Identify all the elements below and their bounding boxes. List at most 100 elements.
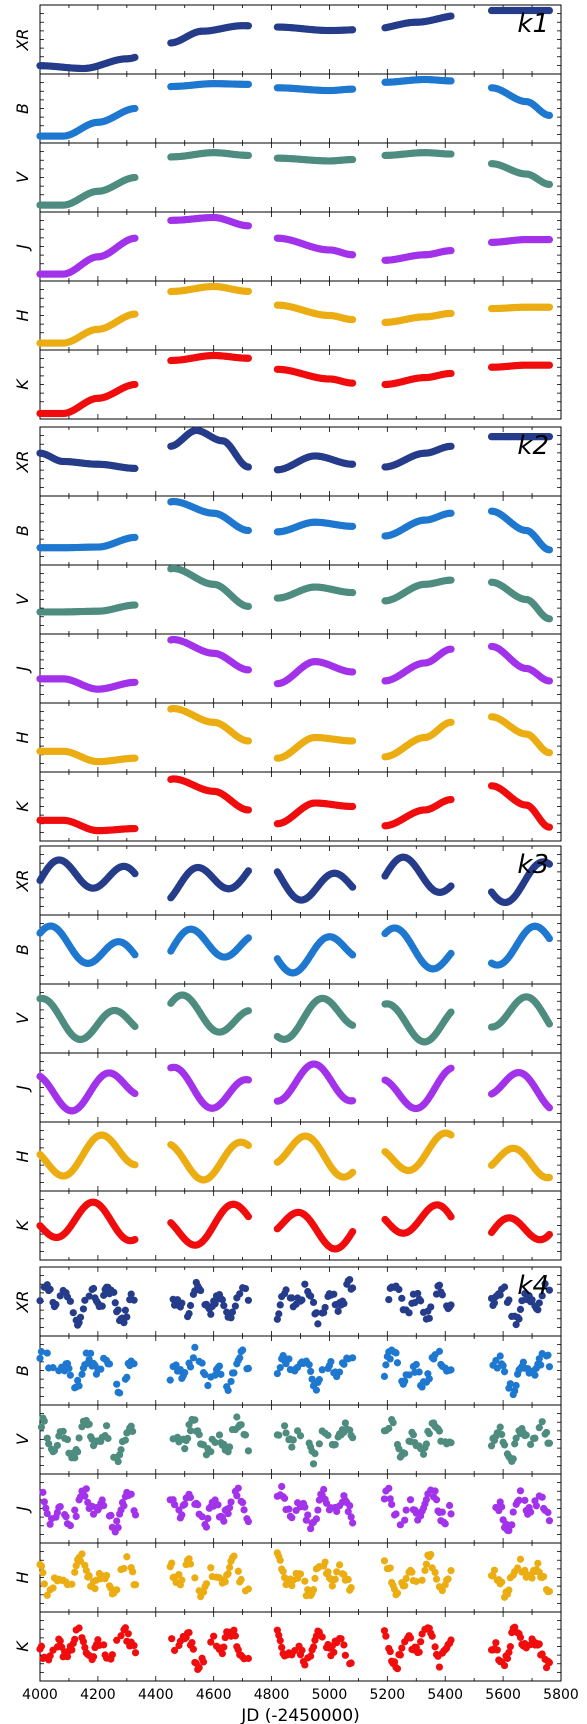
data-point bbox=[244, 287, 252, 295]
panel-k2-XR: XR bbox=[13, 426, 562, 497]
panel-frame bbox=[39, 495, 562, 566]
panel-k1-XR: XR bbox=[13, 4, 562, 75]
panel-frame bbox=[39, 280, 562, 351]
panel-k3-B: B bbox=[13, 914, 562, 985]
data-point bbox=[447, 509, 455, 517]
series-k2-K bbox=[36, 775, 554, 835]
series-k1-H bbox=[36, 282, 554, 347]
data-point bbox=[244, 222, 252, 230]
data-point bbox=[447, 77, 455, 85]
group-label: k1 bbox=[517, 9, 549, 39]
data-point bbox=[545, 111, 554, 119]
data-point bbox=[545, 180, 554, 188]
data-point bbox=[244, 666, 252, 674]
series-k2-J bbox=[36, 635, 554, 693]
panel-k3-XR: XR bbox=[13, 845, 562, 916]
band-label: B bbox=[13, 525, 32, 536]
panel-k1-K: K bbox=[13, 349, 562, 420]
data-point bbox=[131, 310, 139, 318]
series-k2-B bbox=[36, 497, 554, 554]
band-label: J bbox=[13, 666, 32, 674]
data-point bbox=[349, 522, 357, 530]
data-point bbox=[244, 867, 252, 875]
data-point bbox=[131, 104, 139, 113]
data-point bbox=[131, 464, 139, 472]
data-point bbox=[244, 737, 252, 745]
series-k2-V bbox=[36, 564, 554, 623]
panel-k2-B: B bbox=[13, 495, 562, 566]
data-point bbox=[545, 361, 554, 369]
panel-k2-H: H bbox=[13, 702, 562, 773]
group-k1: XR B V J H Kk1 bbox=[13, 4, 562, 420]
data-point bbox=[545, 749, 554, 757]
band-label: H bbox=[13, 309, 32, 321]
data-point bbox=[244, 22, 252, 30]
data-point bbox=[349, 883, 357, 891]
series-k1-XR bbox=[36, 6, 554, 73]
data-point bbox=[131, 678, 139, 686]
series-k3-XR bbox=[36, 853, 554, 907]
data-point bbox=[131, 234, 139, 242]
data-point bbox=[131, 870, 139, 878]
panel-k1-J: J bbox=[13, 211, 562, 282]
data-point bbox=[131, 754, 139, 762]
data-point bbox=[349, 155, 357, 164]
band-label: V bbox=[13, 593, 32, 605]
data-point bbox=[349, 802, 357, 811]
data-point bbox=[349, 460, 357, 468]
band-label: K bbox=[13, 378, 32, 390]
data-point bbox=[349, 589, 357, 597]
data-point bbox=[447, 309, 455, 318]
data-point bbox=[244, 463, 252, 471]
data-point bbox=[447, 718, 455, 726]
data-point bbox=[244, 602, 252, 611]
data-point bbox=[349, 737, 357, 745]
series-k1-K bbox=[36, 351, 554, 418]
series-k1-B bbox=[36, 75, 554, 140]
data-point bbox=[244, 151, 252, 160]
data-point bbox=[545, 546, 554, 554]
series-k2-H bbox=[36, 704, 554, 766]
data-point bbox=[131, 173, 139, 182]
data-point bbox=[545, 615, 554, 623]
data-point bbox=[545, 6, 554, 15]
data-point bbox=[447, 882, 455, 890]
data-point bbox=[349, 668, 357, 676]
band-label: B bbox=[13, 103, 32, 114]
data-point bbox=[349, 251, 357, 259]
data-point bbox=[244, 80, 252, 88]
data-point bbox=[545, 236, 554, 244]
data-point bbox=[447, 369, 455, 378]
panel-k1-V: V bbox=[13, 142, 562, 213]
panel-k2-V: V bbox=[13, 564, 562, 635]
band-label: V bbox=[13, 171, 32, 183]
data-point bbox=[131, 53, 139, 61]
data-point bbox=[131, 601, 139, 609]
data-point bbox=[349, 26, 357, 34]
panel-frame bbox=[39, 142, 562, 213]
data-point bbox=[131, 380, 139, 389]
data-point bbox=[131, 824, 139, 833]
series-k2-XR bbox=[36, 426, 554, 474]
data-point bbox=[447, 442, 455, 450]
data-point bbox=[447, 576, 455, 584]
data-point bbox=[131, 533, 139, 542]
data-point bbox=[349, 316, 357, 324]
group-k2: XR B V J H Kk2 bbox=[13, 426, 562, 842]
data-point bbox=[349, 85, 357, 93]
panel-k2-K: K bbox=[13, 771, 562, 842]
data-point bbox=[447, 796, 455, 804]
data-point bbox=[349, 379, 357, 387]
panel-k2-J: J bbox=[13, 633, 562, 704]
panel-frame bbox=[39, 845, 562, 916]
panel-frame bbox=[39, 564, 562, 635]
band-label: K bbox=[13, 800, 32, 812]
data-point bbox=[244, 526, 252, 535]
panel-frame bbox=[39, 4, 562, 75]
band-label: XR bbox=[13, 28, 32, 51]
series-k1-V bbox=[36, 149, 554, 209]
band-label: XR bbox=[13, 869, 32, 892]
